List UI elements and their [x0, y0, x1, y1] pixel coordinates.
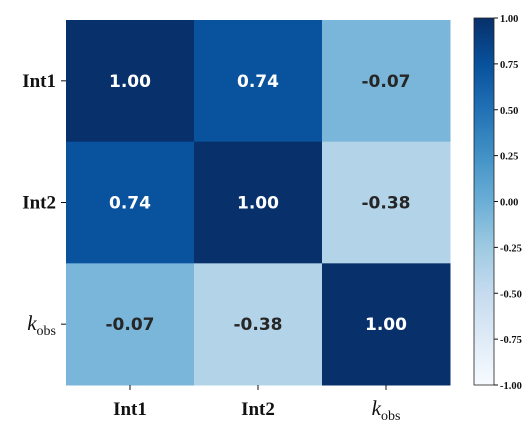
colorbar-tick-label: 0.75	[500, 60, 518, 71]
y-tick-label: Int2	[22, 193, 56, 214]
colorbar-tick-label: 0.50	[500, 106, 518, 117]
colorbar-tick-label: 0.00	[500, 198, 518, 209]
x-tick-label: Int2	[241, 399, 275, 420]
heatmap-cell	[66, 263, 195, 386]
cell-value-label: 0.74	[109, 194, 151, 214]
colorbar-tick-label: 1.00	[500, 14, 518, 25]
colorbar-tick-label: -0.50	[500, 289, 522, 300]
colorbar: 1.00 0.75 0.50 0.25 0.00 -0.25 -0.50 -0.75 -1.00	[473, 14, 522, 392]
heatmap-cell	[194, 263, 323, 386]
cell-value-label: -0.07	[362, 72, 411, 92]
cell-value-label: -0.38	[362, 194, 411, 214]
cell-value-label: 1.00	[109, 72, 151, 92]
heatmap-cell	[322, 263, 451, 386]
heatmap-cell	[66, 20, 195, 143]
colorbar-tick-label: -0.25	[500, 243, 522, 254]
colorbar-tick-label: 0.25	[500, 152, 518, 163]
cell-value-label: -0.38	[234, 315, 283, 335]
cell-value-label: 1.00	[237, 194, 279, 214]
y-tick-label: kobs	[27, 311, 56, 339]
heatmap-cell	[66, 141, 195, 264]
cell-value-label: 1.00	[365, 315, 407, 335]
heatmap-cell	[194, 20, 323, 143]
y-axis: Int1 Int2 kobs	[22, 71, 66, 339]
cell-value-label: -0.07	[106, 315, 155, 335]
colorbar-gradient	[473, 17, 495, 386]
colorbar-tick-label: -0.75	[500, 335, 522, 346]
heatmap-cell	[322, 141, 451, 264]
cell-value-label: 0.74	[237, 72, 279, 92]
heatmap-cell	[322, 20, 451, 143]
heatmap-cells: 1.00 0.74 -0.07 0.74 1.00 -0.38 -0.07 -0.38 1.00	[66, 20, 451, 386]
y-tick-label: Int1	[22, 71, 56, 92]
colorbar-tick-label: -1.00	[500, 381, 522, 392]
heatmap-cell	[194, 141, 323, 264]
x-tick-label: Int1	[113, 399, 147, 420]
x-axis: Int1 Int2 kobs	[113, 385, 400, 424]
x-tick-label: kobs	[372, 396, 401, 424]
